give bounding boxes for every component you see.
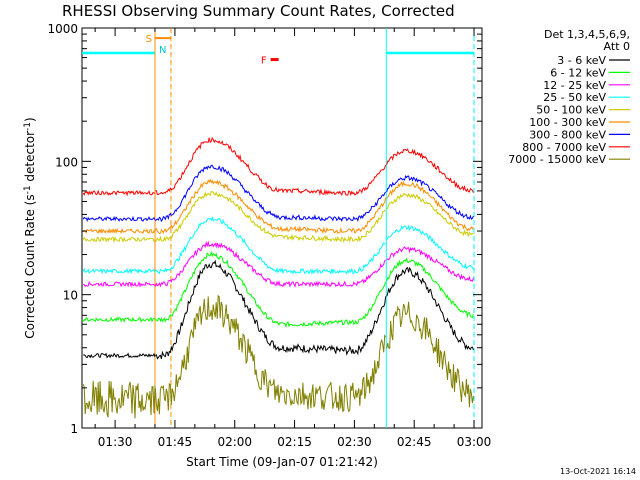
y-tick-label: 100 [55, 155, 78, 169]
legend-entry: 3 - 6 keV [557, 54, 606, 67]
y-tick-label: 10 [63, 289, 78, 303]
x-tick-label: 02:00 [217, 435, 252, 449]
series-line [154, 240, 386, 288]
x-tick-label: 01:30 [98, 435, 133, 449]
x-tick-label: 01:45 [158, 435, 193, 449]
series-line [154, 178, 387, 235]
x-tick-label: 02:15 [277, 435, 312, 449]
series-line [386, 192, 474, 237]
series-line-start [82, 189, 156, 197]
y-tick-label: 1000 [47, 22, 78, 36]
legend-header: Det 1,3,4,5,6,9, [544, 28, 630, 41]
series-line [386, 180, 474, 232]
series-line-start [82, 316, 156, 323]
legend-entry: 100 - 300 keV [529, 116, 606, 129]
saa-label-s: S [146, 34, 152, 45]
plot-frame [81, 27, 483, 429]
series-line [386, 224, 474, 270]
series-line [155, 259, 387, 360]
series-line [154, 190, 386, 244]
series-line-start [82, 380, 156, 419]
x-tick-label: 02:45 [397, 435, 432, 449]
series-line-start [82, 236, 156, 244]
legend-entry: 25 - 50 keV [543, 91, 606, 104]
series-line-start [82, 227, 156, 235]
x-tick-label: 02:30 [337, 435, 372, 449]
legend-entry: 6 - 12 keV [550, 66, 606, 79]
legend-entry: 12 - 25 keV [543, 79, 606, 92]
legend-entry: 300 - 800 keV [529, 128, 606, 141]
x-tick-label: 03:00 [457, 435, 492, 449]
legend-entry: 50 - 100 keV [536, 104, 606, 117]
series-line [155, 215, 386, 276]
series-line [386, 301, 474, 408]
series-layer [82, 136, 474, 419]
flare-label: F [261, 56, 267, 67]
legend-entry: 7000 - 15000 keV [508, 153, 606, 166]
series-line [386, 257, 474, 319]
annotations: SN F [82, 28, 475, 428]
x-axis-label: Start Time (09-Jan-07 01:21:42) [186, 455, 378, 469]
series-line [155, 250, 387, 328]
series-line-start [83, 352, 156, 359]
series-line [386, 148, 474, 193]
legend-entry: 800 - 7000 keV [522, 141, 606, 154]
series-line [386, 246, 474, 282]
chart-title: RHESSI Observing Summary Count Rates, Co… [62, 2, 455, 20]
axes-layer: 01:30 01:45 02:00 02:15 02:30 02:45 03:00 1 10 10… [47, 22, 491, 449]
series-line [155, 136, 387, 197]
footer-timestamp: 13-Oct-2021 16:14 [560, 467, 636, 476]
series-line-start [82, 267, 156, 275]
legend-header: Att 0 [604, 40, 630, 53]
series-line [386, 174, 474, 220]
y-axis-label: Corrected Count Rate (s-1 detector-1) [23, 117, 37, 338]
series-line [386, 266, 474, 351]
y-tick-label: 1 [70, 422, 78, 436]
series-line [155, 164, 387, 223]
saa-label-n: N [159, 45, 166, 56]
series-line [154, 294, 387, 415]
series-line-start [83, 280, 156, 288]
series-line-start [82, 215, 156, 223]
